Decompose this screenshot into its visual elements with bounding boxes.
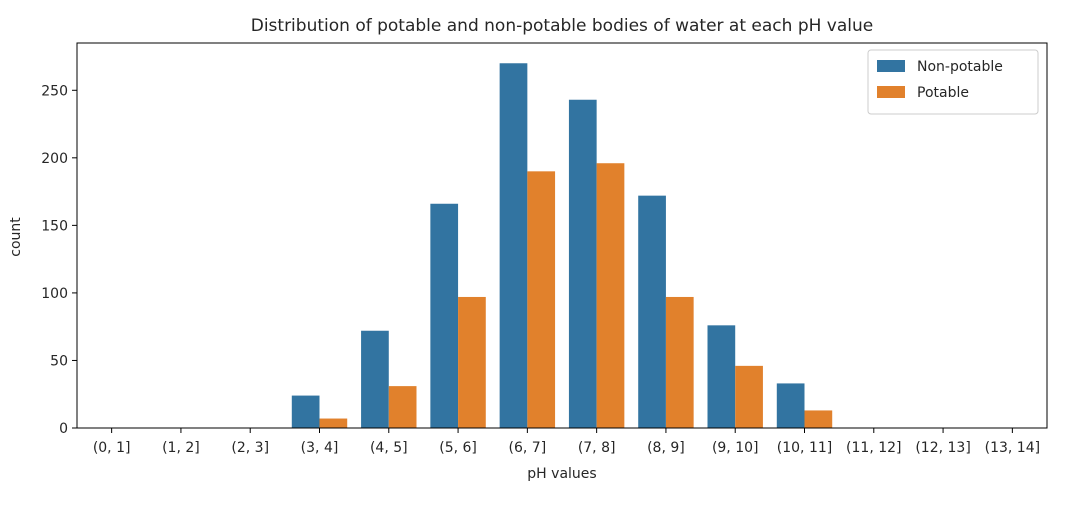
plot-frame (76, 42, 1048, 429)
y-axis-title: count (8, 217, 24, 257)
x-axis-title: pH values (527, 466, 596, 482)
bar-non-potable-9 (707, 325, 736, 428)
legend-swatch-1 (877, 86, 905, 98)
y-tick-label-3: 150 (41, 218, 68, 234)
x-tick-label-3: (3, 4] (301, 440, 339, 456)
bar-potable-8 (665, 296, 694, 428)
y-tick-label-5: 250 (41, 83, 68, 99)
bar-non-potable-10 (776, 383, 805, 428)
x-tick-label-9: (9, 10] (712, 440, 759, 456)
y-tick-label-4: 200 (41, 151, 68, 167)
legend-swatch-0 (877, 60, 905, 72)
y-tick-label-1: 50 (50, 353, 68, 369)
legend: Non-potable Potable (867, 49, 1039, 115)
x-tick-label-0: (0, 1] (93, 440, 131, 456)
bar-potable-10 (804, 410, 833, 428)
y-tick-label-2: 100 (41, 286, 68, 302)
plot-area (291, 63, 833, 429)
bar-potable-9 (735, 365, 763, 428)
bar-non-potable-7 (568, 99, 597, 429)
x-tick-label-6: (6, 7] (509, 440, 547, 456)
bar-non-potable-3 (291, 395, 320, 428)
x-axis: (0, 1] (1, 2] (2, 3] (3, 4] (4, 5] (5, 6] (6, … (93, 428, 1040, 456)
bar-non-potable-5 (430, 203, 459, 428)
x-tick-label-13: (13, 14] (985, 440, 1040, 456)
bar-potable-5 (458, 296, 486, 428)
x-tick-label-7: (7, 8] (578, 440, 616, 456)
x-tick-label-4: (4, 5] (370, 440, 408, 456)
legend-label-0: Non-potable (917, 59, 1003, 75)
legend-label-1: Potable (917, 85, 969, 101)
y-tick-label-0: 0 (59, 421, 68, 437)
x-tick-label-2: (2, 3] (231, 440, 269, 456)
x-tick-label-1: (1, 2] (162, 440, 200, 456)
bar-non-potable-8 (638, 195, 666, 428)
chart-title: Distribution of potable and non-potable … (251, 16, 874, 36)
bar-potable-6 (527, 171, 556, 428)
y-axis: 0 50 100 150 200 250 (41, 83, 77, 437)
x-tick-label-11: (11, 12] (846, 440, 901, 456)
bar-potable-4 (388, 386, 417, 428)
x-tick-label-12: (12, 13] (915, 440, 970, 456)
x-tick-label-8: (8, 9] (647, 440, 685, 456)
legend-box (867, 49, 1039, 115)
bar-non-potable-6 (499, 63, 528, 428)
bar-non-potable-4 (361, 330, 389, 428)
x-tick-label-5: (5, 6] (439, 440, 477, 456)
bar-potable-7 (596, 163, 625, 429)
x-tick-label-10: (10, 11] (777, 440, 832, 456)
bar-potable-3 (319, 418, 348, 428)
